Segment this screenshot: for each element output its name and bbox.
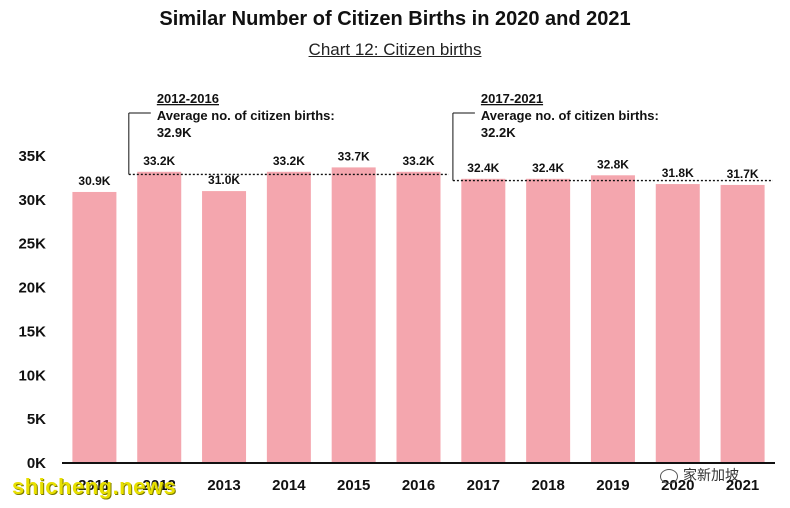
y-tick-label: 0K — [27, 455, 46, 472]
bar — [331, 167, 376, 463]
wechat-icon — [660, 468, 678, 484]
annotation-value: 32.9K — [157, 125, 192, 140]
x-tick-label: 2016 — [402, 477, 435, 494]
y-tick-label: 25K — [18, 236, 46, 253]
x-tick-label: 2019 — [596, 477, 629, 494]
annotation-period: 2017-2021 — [481, 91, 543, 106]
x-tick-label: 2013 — [207, 477, 240, 494]
data-label: 31.0K — [208, 173, 240, 187]
watermark: shicheng.news — [12, 474, 177, 499]
bar — [526, 178, 571, 463]
data-label: 33.2K — [402, 154, 434, 168]
x-tick-label: 2018 — [531, 477, 564, 494]
annotation-label: Average no. of citizen births: — [157, 108, 335, 123]
x-tick-label: 2011 — [78, 477, 111, 494]
bar — [202, 191, 247, 464]
bar — [396, 171, 441, 463]
data-label: 31.7K — [727, 167, 759, 181]
bar — [266, 171, 311, 463]
bar — [720, 184, 765, 463]
chart-subtitle: Chart 12: Citizen births — [308, 40, 482, 59]
wechat-badge: 家新加坡 — [660, 465, 739, 485]
data-label: 33.2K — [273, 154, 305, 168]
data-label: 33.7K — [338, 149, 370, 163]
chart-title: Similar Number of Citizen Births in 2020… — [159, 8, 631, 30]
data-label: 32.4K — [467, 161, 499, 175]
bar — [655, 184, 700, 463]
data-label: 30.9K — [78, 174, 110, 188]
annotation-label: Average no. of citizen births: — [481, 108, 659, 123]
bar — [590, 175, 635, 463]
y-tick-label: 30K — [18, 192, 46, 209]
y-tick-label: 10K — [18, 367, 46, 384]
y-tick-label: 35K — [18, 148, 46, 165]
y-tick-label: 15K — [18, 323, 46, 340]
bar — [72, 191, 117, 463]
x-tick-label: 2015 — [337, 477, 370, 494]
annotation-period: 2012-2016 — [157, 91, 219, 106]
data-label: 32.4K — [532, 161, 564, 175]
x-tick-label: 2012 — [143, 477, 176, 494]
data-label: 33.2K — [143, 154, 175, 168]
data-label: 32.8K — [597, 157, 629, 171]
data-label: 31.8K — [662, 166, 694, 180]
bar — [461, 178, 506, 463]
x-tick-label: 2021 — [726, 477, 759, 494]
y-tick-label: 5K — [27, 411, 46, 428]
annotation-value: 32.2K — [481, 125, 516, 140]
y-tick-label: 20K — [18, 280, 46, 297]
bar — [137, 171, 182, 463]
x-tick-label: 2014 — [272, 477, 306, 494]
x-tick-label: 2017 — [467, 477, 500, 494]
